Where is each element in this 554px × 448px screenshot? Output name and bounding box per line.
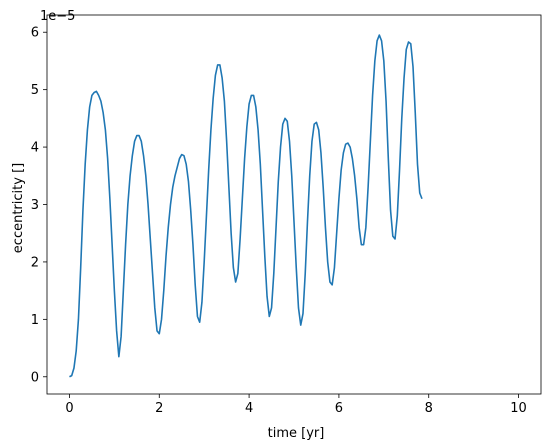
plot-frame — [46, 14, 542, 395]
y-tick-label: 0 — [31, 370, 39, 385]
y-tick-label: 1 — [31, 313, 39, 328]
x-tick-label: 6 — [335, 401, 343, 416]
x-axis-label: time [yr] — [268, 426, 325, 441]
y-offset-label: 1e−5 — [40, 9, 75, 24]
y-tick-label: 3 — [31, 198, 39, 213]
series-line-0 — [69, 34, 423, 378]
y-tick-label: 6 — [31, 26, 39, 41]
y-tick-label: 2 — [31, 255, 39, 270]
x-tick-label: 0 — [65, 401, 73, 416]
y-axis: 0 1 2 3 4 5 6 — [31, 26, 47, 385]
x-tick-label: 8 — [425, 401, 433, 416]
plot-area — [69, 34, 423, 378]
x-tick-label: 2 — [155, 401, 163, 416]
x-tick-label: 10 — [510, 401, 527, 416]
y-axis-label: eccentricity [] — [11, 163, 26, 253]
y-tick-label: 5 — [31, 83, 39, 98]
x-axis: 0 2 4 6 8 10 — [65, 394, 527, 416]
y-tick-label: 4 — [31, 141, 39, 156]
x-tick-label: 4 — [245, 401, 253, 416]
